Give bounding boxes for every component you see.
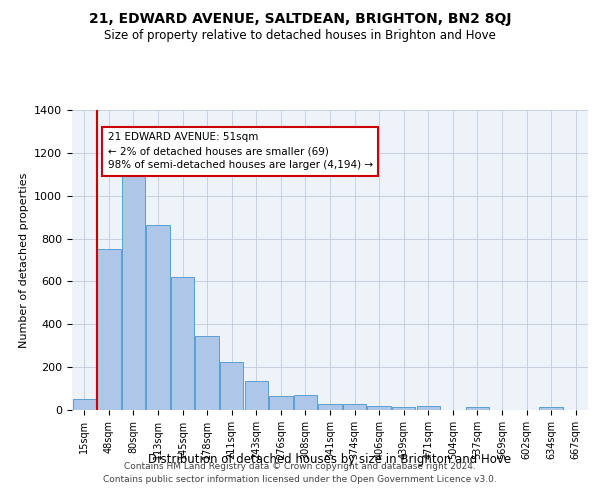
Bar [319,404,341,410]
Bar [73,400,96,410]
Text: 21, EDWARD AVENUE, SALTDEAN, BRIGHTON, BN2 8QJ: 21, EDWARD AVENUE, SALTDEAN, BRIGHTON, B… [89,12,511,26]
Bar [171,277,194,410]
Y-axis label: Number of detached properties: Number of detached properties [19,172,29,348]
Bar [146,224,170,410]
Bar [539,408,563,410]
Bar [416,406,440,410]
Text: Distribution of detached houses by size in Brighton and Hove: Distribution of detached houses by size … [148,452,512,466]
Bar [97,250,121,410]
Bar [269,396,293,410]
Bar [466,408,489,410]
Bar [220,362,244,410]
Bar [367,406,391,410]
Bar [343,404,366,410]
Bar [122,174,145,410]
Text: Contains HM Land Registry data © Crown copyright and database right 2024.
Contai: Contains HM Land Registry data © Crown c… [103,462,497,484]
Bar [392,407,415,410]
Bar [294,395,317,410]
Bar [196,336,219,410]
Text: 21 EDWARD AVENUE: 51sqm
← 2% of detached houses are smaller (69)
98% of semi-det: 21 EDWARD AVENUE: 51sqm ← 2% of detached… [107,132,373,170]
Text: Size of property relative to detached houses in Brighton and Hove: Size of property relative to detached ho… [104,29,496,42]
Bar [245,381,268,410]
